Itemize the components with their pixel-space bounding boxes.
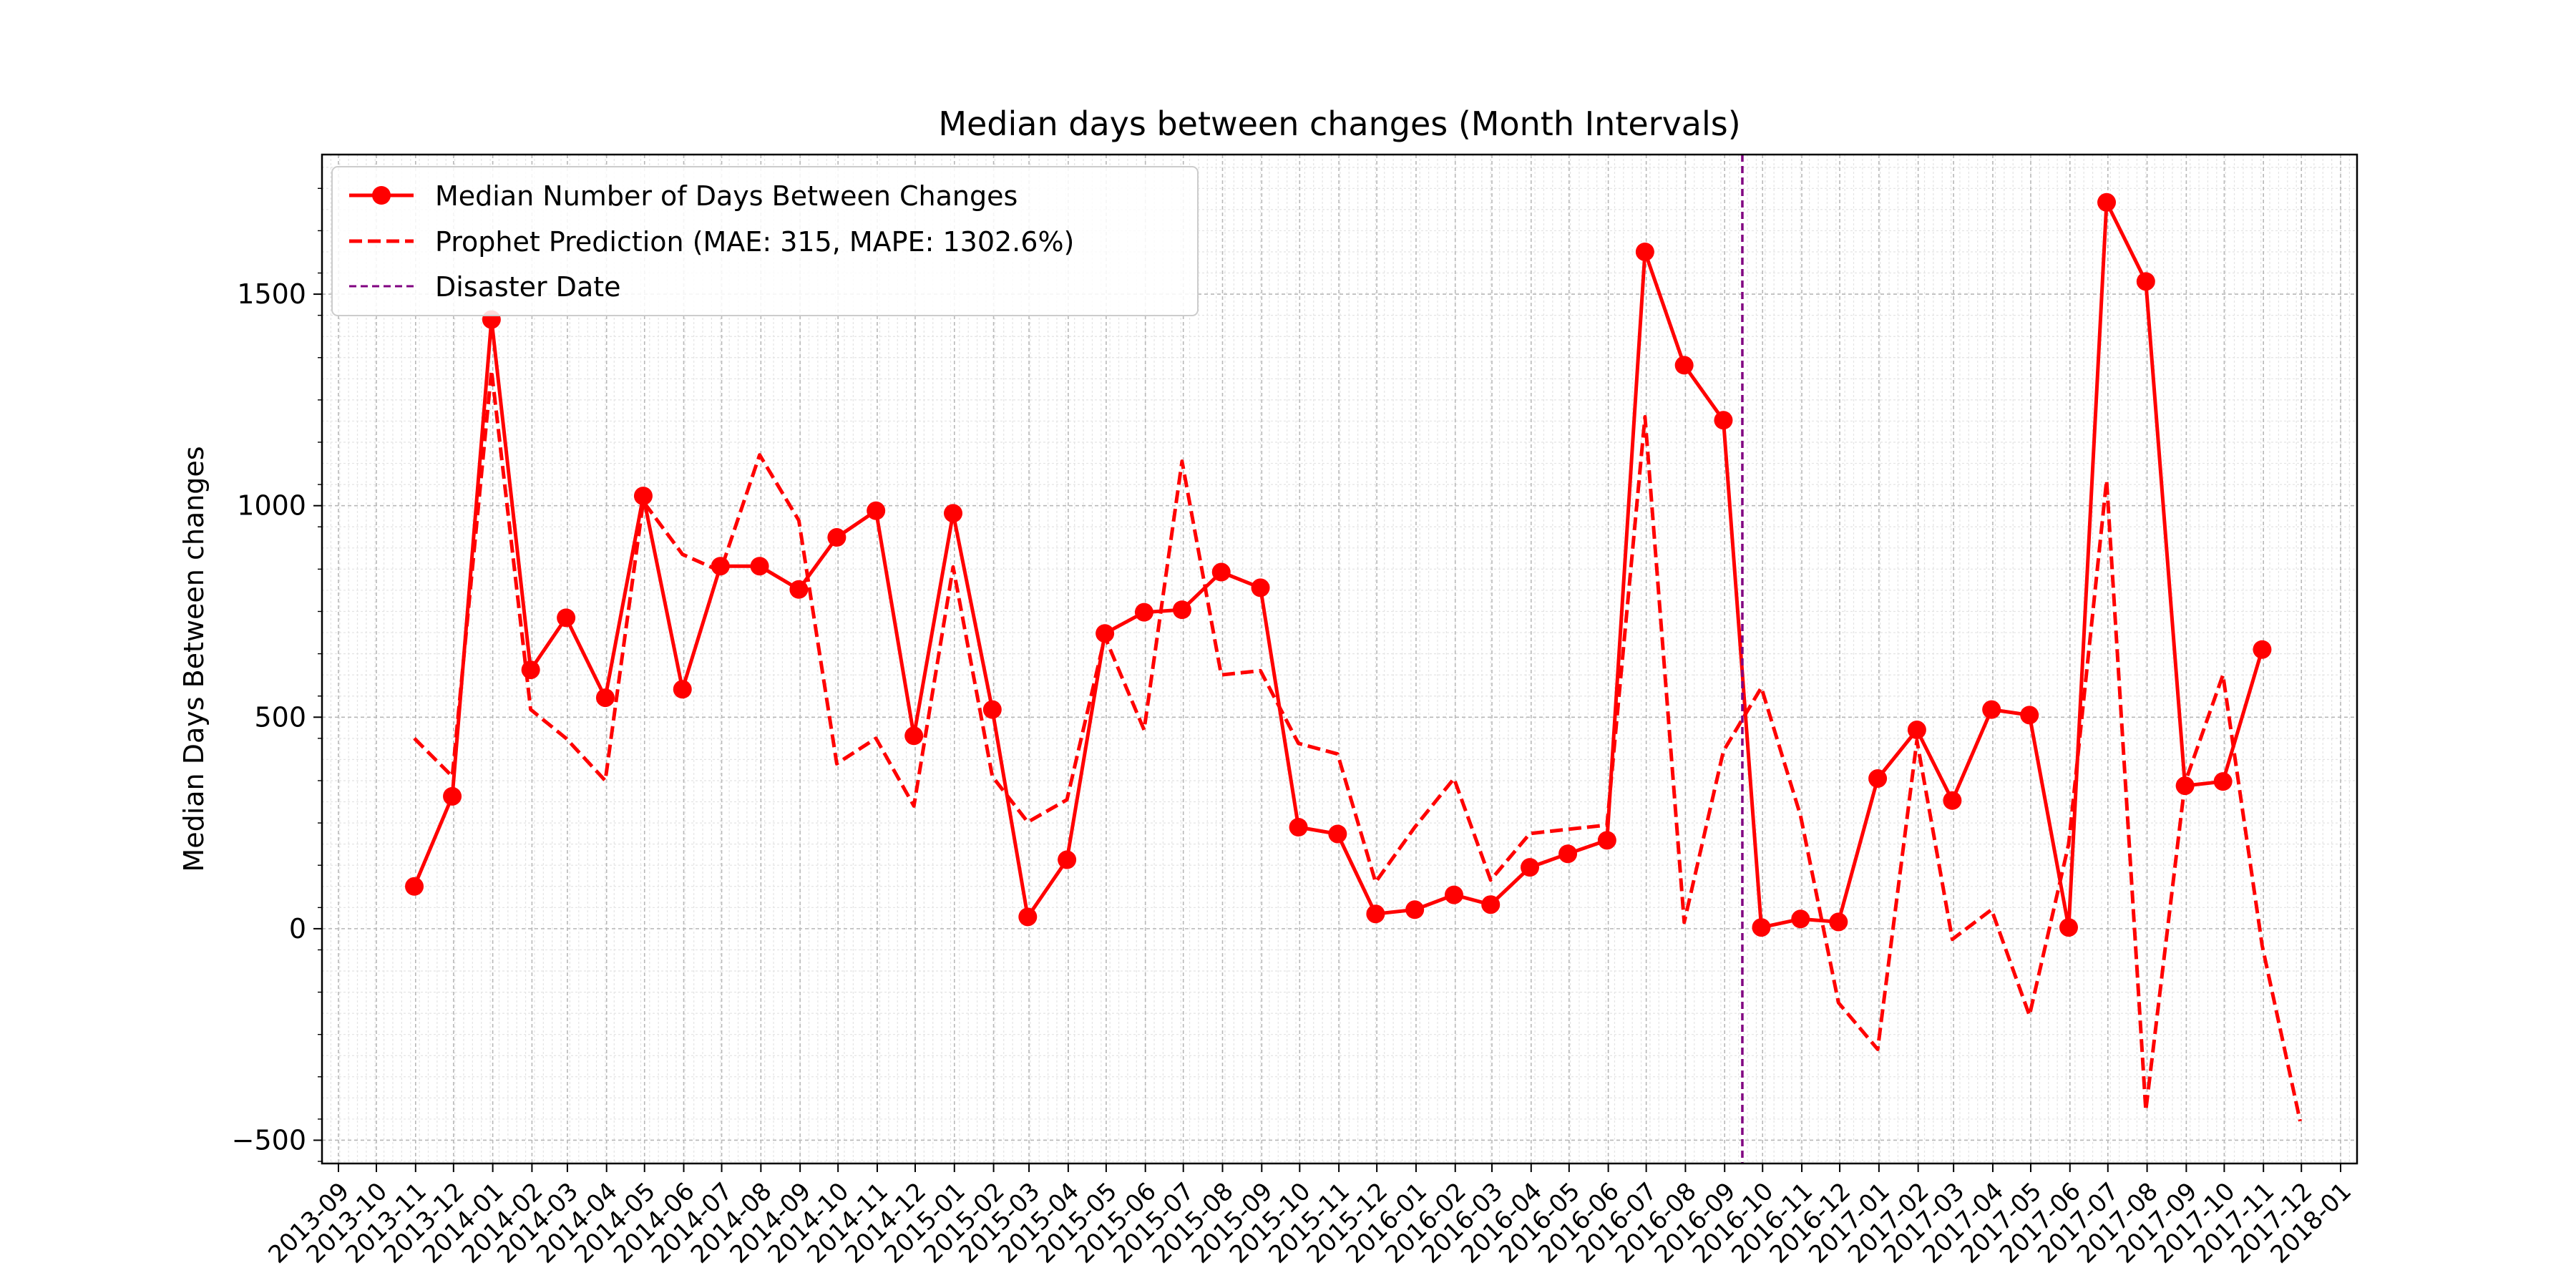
plot-area	[322, 155, 2357, 1163]
data-point-marker	[1211, 562, 1231, 582]
data-point-marker	[405, 877, 424, 896]
data-point-marker	[1289, 818, 1308, 836]
series-layer	[405, 192, 2302, 1122]
data-point-marker	[904, 726, 924, 746]
data-point-marker	[750, 557, 769, 576]
data-point-marker	[1058, 850, 1077, 869]
legend: Median Number of Days Between Changes Pr…	[331, 166, 1199, 316]
data-point-marker	[1172, 600, 1191, 620]
data-point-marker	[1405, 900, 1425, 919]
data-point-marker	[1444, 885, 1463, 904]
y-tick-label: 500	[254, 701, 306, 733]
data-point-marker	[789, 580, 809, 599]
y-axis-label: Median Days Between changes	[178, 446, 210, 872]
data-point-marker	[1791, 909, 1810, 929]
y-tick-label: −500	[232, 1124, 306, 1156]
y-tick-label: 1500	[237, 278, 306, 310]
data-point-marker	[673, 680, 692, 699]
y-axis: −500 0 500 1000 1500	[232, 187, 322, 1162]
data-point-marker	[1907, 721, 1926, 740]
data-point-marker	[1018, 907, 1038, 927]
data-point-marker	[1982, 700, 2001, 719]
data-point-marker	[2253, 640, 2272, 659]
data-point-marker	[2136, 272, 2155, 291]
data-point-marker	[1635, 242, 1654, 261]
data-point-marker	[1251, 578, 1270, 597]
data-point-marker	[2213, 772, 2233, 791]
data-point-marker	[557, 608, 576, 628]
data-point-marker	[1558, 844, 1578, 864]
data-point-marker	[1521, 858, 1540, 877]
data-point-marker	[1829, 912, 1848, 932]
chart-title: Median days between changes (Month Inter…	[938, 104, 1740, 143]
data-point-marker	[827, 528, 847, 547]
data-point-marker	[2097, 192, 2117, 212]
data-point-marker	[1868, 769, 1888, 789]
data-point-marker	[1752, 918, 1771, 937]
data-point-marker	[1328, 824, 1347, 844]
data-point-marker	[2020, 706, 2039, 725]
data-point-marker	[633, 487, 653, 506]
data-point-marker	[1481, 895, 1501, 914]
data-point-marker	[595, 688, 615, 708]
legend-box	[331, 166, 1199, 316]
data-point-marker	[443, 786, 462, 806]
data-point-marker	[1366, 904, 1385, 924]
data-point-marker	[1096, 624, 1115, 643]
data-point-marker	[1134, 602, 1153, 622]
major-gridlines	[322, 155, 2357, 1163]
legend-label-series-1: Median Number of Days Between Changes	[435, 180, 1018, 212]
data-point-marker	[1943, 791, 1962, 810]
data-point-marker	[982, 700, 1002, 719]
legend-label-disaster: Disaster Date	[435, 271, 621, 303]
series-line-2	[413, 369, 2302, 1122]
data-point-marker	[2059, 918, 2078, 937]
legend-marker-series-1	[372, 186, 391, 205]
data-point-marker	[944, 504, 963, 523]
data-point-marker	[1714, 411, 1733, 430]
data-point-marker	[867, 501, 886, 520]
legend-label-series-2: Prophet Prediction (MAE: 315, MAPE: 1302…	[435, 226, 1074, 258]
y-tick-label: 0	[289, 913, 306, 945]
y-tick-label: 1000	[237, 490, 306, 522]
data-point-marker	[1674, 356, 1694, 375]
data-point-marker	[1597, 831, 1616, 850]
